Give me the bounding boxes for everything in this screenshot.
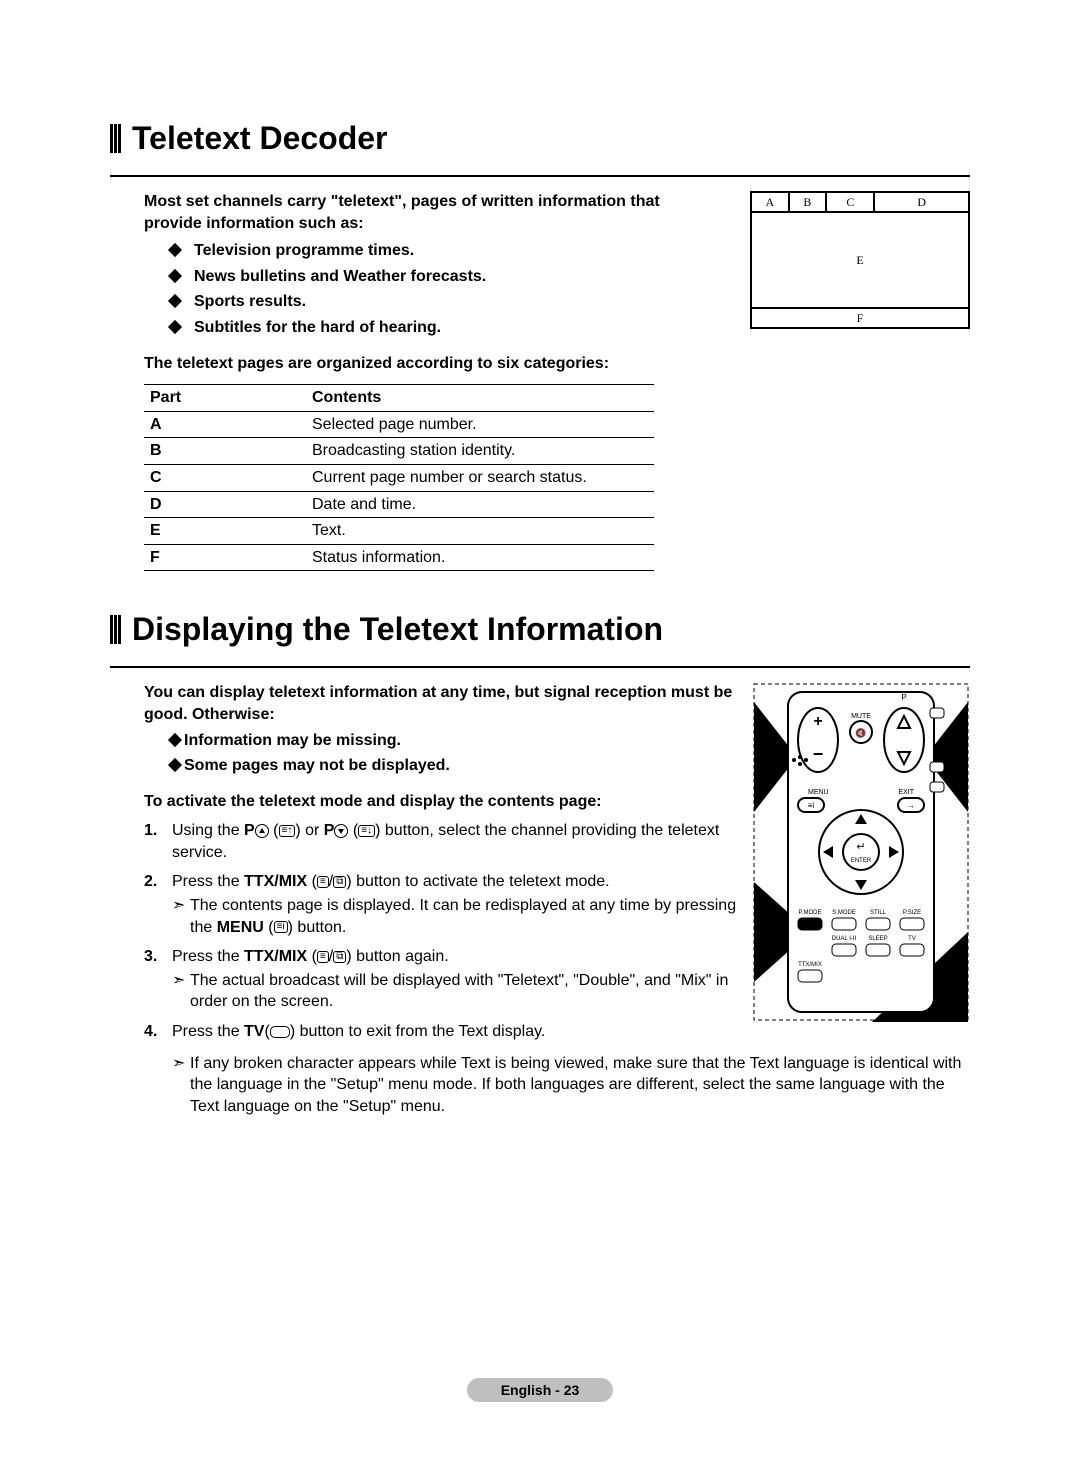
section2-intro: You can display teletext information at … [144,682,740,725]
bullet-item: Television programme times. [194,240,414,262]
table-header-part: Part [144,385,306,412]
note-arrow-icon: ➣ [172,1053,190,1118]
note-arrow-icon: ➣ [172,970,190,1013]
table-row: ASelected page number. [144,411,654,438]
section-teletext-decoder: Teletext Decoder A B C D E F [110,120,970,571]
bullet-item: Sports results. [194,291,306,313]
schem-cell-b: B [789,192,827,212]
schem-cell-a: A [751,192,789,212]
svg-text:↵: ↵ [856,841,865,853]
parts-table: Part Contents ASelected page number. BBr… [144,384,654,571]
final-note: ➣ If any broken character appears while … [144,1053,970,1118]
diamond-icon [168,320,182,334]
teletext-layout-schematic: A B C D E F [750,191,970,329]
step-2: Press the TTX/MIX (≡/⧉) button to activa… [172,871,740,938]
table-row: DDate and time. [144,491,654,518]
section2-title: Displaying the Teletext Information [132,611,970,648]
page-up-icon: ≡↑ [279,825,296,837]
table-row: BBroadcasting station identity. [144,438,654,465]
svg-text:P.MODE: P.MODE [799,910,822,916]
ttx-icon: ≡ [317,876,329,888]
svg-text:S.MODE: S.MODE [832,910,856,916]
table-header-contents: Contents [306,385,654,412]
section1-intro: Most set channels carry "teletext", page… [144,191,674,234]
bullet-item: Information may be missing. [184,730,401,752]
svg-text:DUAL I-II: DUAL I-II [832,936,857,942]
svg-text:EXIT: EXIT [898,789,914,796]
section1-title: Teletext Decoder [132,120,970,157]
svg-text:SLEEP: SLEEP [868,936,887,942]
svg-text:MENU: MENU [808,789,829,796]
svg-text:TV: TV [908,936,916,942]
schem-cell-e: E [751,212,969,308]
step-number: 4. [144,1021,172,1043]
bullet-item: Some pages may not be displayed. [184,755,450,777]
step-3: Press the TTX/MIX (≡/⧉) button again. ➣T… [172,946,740,1013]
title-bar-icon [110,124,113,153]
step-1: Using the P (≡↑) or P (≡↓) button, selec… [172,820,740,863]
svg-text:STILL: STILL [870,910,887,916]
schem-cell-d: D [874,192,969,212]
svg-text:TTX/MIX: TTX/MIX [798,962,822,968]
step-number: 1. [144,820,172,863]
table-row: EText. [144,518,654,545]
remote-control-figure: + − P 🔇 MUTE MENU [752,682,970,1050]
bullet-item: News bulletins and Weather forecasts. [194,266,486,288]
up-arrow-icon [255,824,269,838]
svg-text:P: P [901,693,906,702]
step-number: 2. [144,871,172,938]
diamond-icon [168,758,182,772]
title-bar-icon [110,615,113,644]
tv-button-icon [270,1026,290,1038]
svg-text:+: + [813,713,822,730]
table-row: FStatus information. [144,544,654,571]
step-number: 3. [144,946,172,1013]
down-arrow-icon [334,824,348,838]
diamond-icon [168,269,182,283]
svg-text:ENTER: ENTER [851,858,872,864]
mix-icon: ⧉ [333,876,346,888]
activate-line: To activate the teletext mode and displa… [144,791,740,813]
diamond-icon [168,294,182,308]
footer-page-label: English - 23 [467,1378,614,1402]
svg-text:≡i: ≡i [808,801,815,810]
diamond-icon [168,732,182,746]
step-4: Press the TV() button to exit from the T… [172,1021,740,1043]
page-down-icon: ≡↓ [358,825,375,837]
svg-text:→: → [907,801,915,810]
table-row: CCurrent page number or search status. [144,464,654,491]
mix-icon: ⧉ [333,951,346,963]
schem-cell-f: F [751,308,969,328]
svg-text:🔇: 🔇 [855,727,866,738]
svg-text:−: − [813,744,824,764]
section1-org-line: The teletext pages are organized accordi… [144,353,674,375]
note-arrow-icon: ➣ [172,895,190,938]
diamond-icon [168,243,182,257]
page-footer: English - 23 [0,1378,1080,1402]
svg-text:MUTE: MUTE [851,713,871,720]
section-displaying-teletext: Displaying the Teletext Information You … [110,611,970,1117]
menu-icon: ≡i [274,921,288,933]
schem-cell-c: C [826,192,874,212]
svg-text:P.SIZE: P.SIZE [903,910,921,916]
bullet-item: Subtitles for the hard of hearing. [194,317,441,339]
ttx-icon: ≡ [317,951,329,963]
